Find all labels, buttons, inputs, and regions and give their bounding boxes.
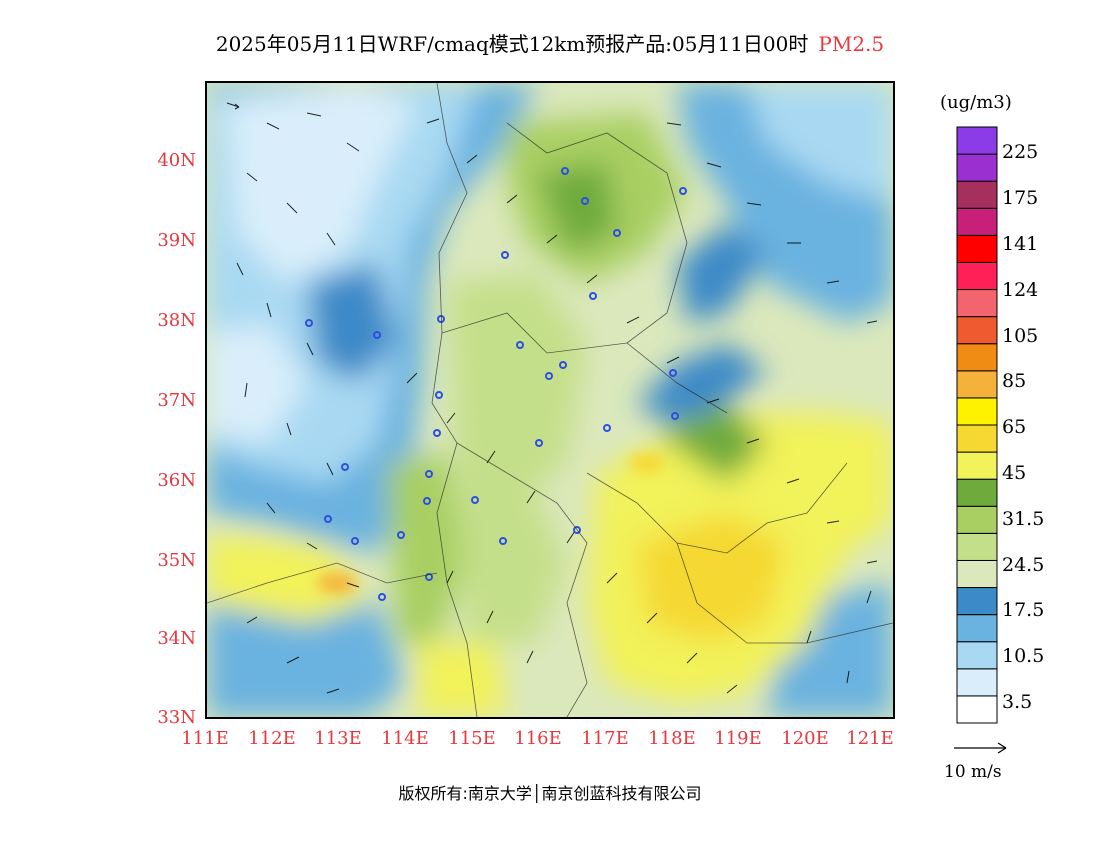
colorbar-swatch (956, 207, 998, 236)
lat-label-34: 34N (157, 628, 196, 649)
colorbar-swatch (956, 532, 998, 561)
lon-label-118: 118E (648, 728, 696, 749)
colorbar-swatch (956, 234, 998, 263)
lat-label-38: 38N (157, 310, 196, 331)
colorbar-swatch (956, 424, 998, 453)
title-variable: PM2.5 (818, 32, 885, 56)
colorbar-swatch (956, 261, 998, 291)
pm25-map (205, 81, 895, 719)
colorbar-swatch (956, 641, 998, 670)
chart-title: 2025年05月11日WRF/cmaq模式12km预报产品:05月11日00时 P… (0, 28, 1100, 57)
lon-label-115: 115E (448, 728, 496, 749)
colorbar-unit: (ug/m3) (940, 92, 1012, 113)
lon-label-116: 116E (514, 728, 562, 749)
colorbar-swatch (956, 343, 998, 372)
wind-reference-label: 10 m/s (944, 762, 1002, 782)
lon-label-112: 112E (248, 728, 296, 749)
colorbar-swatch (956, 126, 998, 155)
colorbar-label-10-5: 10.5 (1002, 645, 1045, 667)
lon-label-119: 119E (714, 728, 762, 749)
wind-reference-arrow-icon (954, 742, 1007, 754)
lat-label-36: 36N (157, 470, 196, 491)
lat-label-37: 37N (157, 390, 196, 411)
lat-label-40: 40N (157, 150, 196, 171)
lon-label-114: 114E (381, 728, 429, 749)
colorbar-swatch (956, 668, 998, 697)
lon-label-121: 121E (846, 728, 894, 749)
lon-label-120: 120E (781, 728, 829, 749)
colorbar-swatch (956, 614, 998, 643)
colorbar-label-17-5: 17.5 (1002, 599, 1045, 621)
colorbar-swatch (956, 559, 998, 589)
colorbar-label-85: 85 (1002, 370, 1027, 392)
colorbar-label-65: 65 (1002, 416, 1027, 438)
colorbar-swatch (956, 587, 998, 616)
colorbar-swatch (956, 451, 998, 480)
colorbar-swatch (956, 478, 998, 507)
lon-label-113: 113E (314, 728, 362, 749)
colorbar-swatch (956, 180, 998, 209)
colorbar-swatch (956, 153, 998, 182)
colorbar-label-124: 124 (1002, 279, 1039, 301)
lat-label-35: 35N (157, 550, 196, 571)
colorbar-label-45: 45 (1002, 462, 1027, 484)
colorbar-label-225: 225 (1002, 141, 1039, 163)
colorbar-label-31-5: 31.5 (1002, 508, 1045, 530)
colorbar (956, 126, 998, 724)
colorbar-swatch (956, 397, 998, 426)
colorbar-label-175: 175 (1002, 187, 1039, 209)
colorbar-label-105: 105 (1002, 325, 1039, 347)
colorbar-label-24-5: 24.5 (1002, 554, 1045, 576)
lat-label-39: 39N (157, 230, 196, 251)
colorbar-label-3-5: 3.5 (1002, 691, 1033, 713)
colorbar-swatch (956, 289, 998, 318)
lat-label-33: 33N (157, 707, 196, 728)
title-main: 2025年05月11日WRF/cmaq模式12km预报产品:05月11日00时 (215, 32, 809, 56)
colorbar-swatch (956, 505, 998, 534)
colorbar-swatch (956, 316, 998, 345)
colorbar-swatch (956, 695, 998, 724)
pm25-field (207, 83, 893, 717)
copyright-text: 版权所有:南京大学│南京创蓝科技有限公司 (398, 784, 702, 803)
lon-label-111: 111E (181, 728, 229, 749)
colorbar-swatch (956, 370, 998, 399)
lon-label-117: 117E (581, 728, 629, 749)
colorbar-label-141: 141 (1002, 233, 1039, 255)
